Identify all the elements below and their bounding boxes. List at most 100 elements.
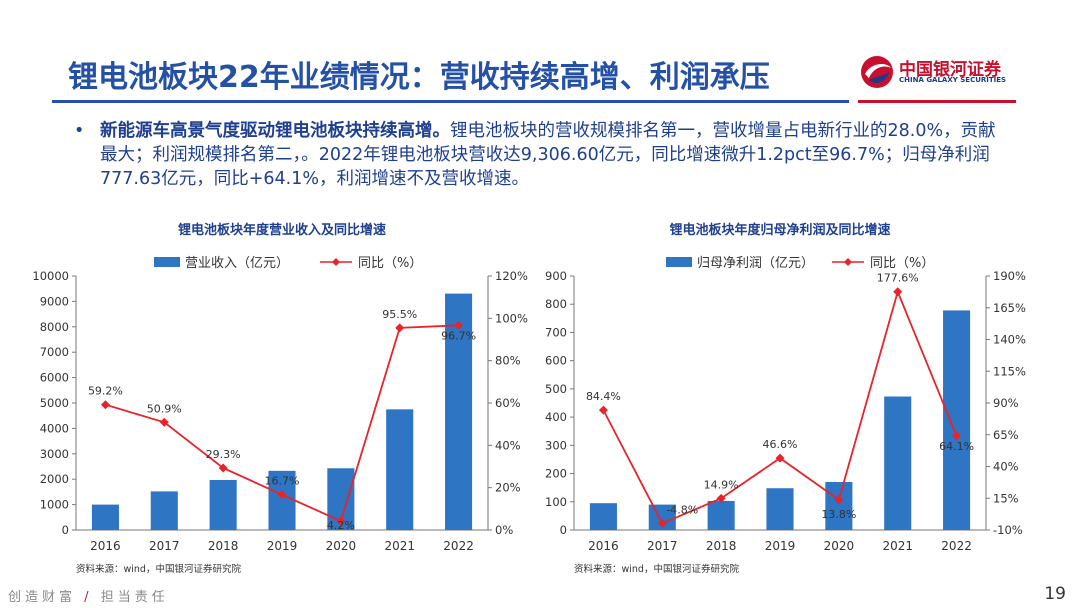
y-tick-label: 7000 — [40, 345, 69, 359]
y-tick-label: 10000 — [32, 269, 69, 283]
yoy-point — [100, 400, 110, 410]
chart-source: 资料来源：wind，中国银河证券研究院 — [76, 563, 241, 575]
y-tick-label: 5000 — [40, 396, 69, 410]
y2-tick-label: 190% — [993, 269, 1026, 283]
yoy-data-label: 46.6% — [763, 438, 798, 451]
yoy-point — [657, 518, 667, 528]
bar — [766, 488, 794, 530]
legend-line-marker — [332, 258, 340, 266]
bar — [943, 310, 971, 530]
footer-slash: / — [84, 590, 93, 605]
yoy-data-label: 64.1% — [939, 440, 974, 453]
x-tick-label: 2018 — [208, 539, 239, 553]
y2-tick-label: 40% — [993, 460, 1019, 474]
x-tick-label: 2018 — [706, 539, 737, 553]
x-tick-label: 2019 — [765, 539, 796, 553]
bar — [91, 504, 119, 530]
bullet-marker: • — [74, 121, 85, 141]
footer-slogan-2: 担当责任 — [100, 590, 169, 605]
bar — [884, 396, 912, 530]
y-tick-label: 900 — [545, 269, 567, 283]
yoy-point — [336, 516, 346, 526]
x-tick-label: 2016 — [90, 539, 121, 553]
yoy-data-label: 84.4% — [586, 390, 621, 403]
y-tick-label: 0 — [560, 523, 567, 537]
y-tick-label: 800 — [545, 297, 567, 311]
yoy-point — [952, 431, 962, 441]
x-tick-label: 2016 — [588, 539, 619, 553]
legend-line-label: 同比（%） — [870, 256, 934, 271]
summary-body: 锂电池板块的营收规模排名第一，营收增量占电新行业的28.0%，贡献最大；利润规模… — [100, 121, 996, 189]
y-tick-label: 400 — [545, 410, 567, 424]
legend-bar-swatch — [154, 257, 180, 267]
y-tick-label: 100 — [545, 495, 567, 509]
chart-title: 锂电池板块年度归母净利润及同比增速 — [669, 222, 890, 238]
x-tick-label: 2019 — [267, 539, 298, 553]
page-title: 锂电池板块22年业绩情况：营收持续高增、利润承压 — [68, 60, 770, 95]
y2-tick-label: 65% — [993, 428, 1019, 442]
y-tick-label: 4000 — [40, 421, 69, 435]
yoy-point — [218, 463, 228, 473]
y2-tick-label: 40% — [495, 438, 521, 452]
brand-logo: 中国银河证券 CHINA GALAXY SECURITIES — [857, 52, 1017, 92]
y-tick-label: 6000 — [40, 371, 69, 385]
y2-tick-label: 80% — [495, 354, 521, 368]
bar — [589, 503, 617, 530]
bar — [386, 409, 414, 530]
x-tick-label: 2017 — [647, 539, 678, 553]
y-tick-label: 700 — [545, 325, 567, 339]
yoy-point — [454, 320, 464, 330]
bar — [825, 482, 853, 530]
yoy-point — [159, 417, 169, 427]
chart-title: 锂电池板块年度营业收入及同比增速 — [178, 222, 386, 238]
bar — [268, 470, 296, 530]
y-tick-label: 500 — [545, 382, 567, 396]
legend-line-marker — [844, 258, 852, 266]
logo-text-en: CHINA GALAXY SECURITIES — [899, 76, 1007, 84]
x-tick-label: 2020 — [824, 539, 855, 553]
logo-text-cn: 中国银河证券 — [899, 60, 1001, 80]
summary-bold: 新能源车高景气度驱动锂电池板块持续高增。 — [100, 121, 450, 141]
title-underline — [52, 100, 849, 103]
y2-tick-label: 90% — [993, 396, 1019, 410]
y-tick-label: 1000 — [40, 498, 69, 512]
x-tick-label: 2021 — [882, 539, 913, 553]
y2-tick-label: -10% — [993, 523, 1023, 537]
y-tick-label: 3000 — [40, 447, 69, 461]
y-tick-label: 300 — [545, 438, 567, 452]
legend-bar-label: 营业收入（亿元） — [185, 256, 289, 271]
yoy-point — [716, 493, 726, 503]
legend-bar-label: 归母净利润（亿元） — [697, 256, 814, 271]
y2-tick-label: 100% — [495, 311, 528, 325]
y-tick-label: 200 — [545, 467, 567, 481]
summary-text: 新能源车高景气度驱动锂电池板块持续高增。锂电池板块的营收规模排名第一，营收增量占… — [100, 119, 1010, 191]
y2-tick-label: 115% — [993, 364, 1026, 378]
y-tick-label: 8000 — [40, 320, 69, 334]
bar — [209, 479, 237, 530]
bar — [445, 293, 473, 530]
y2-tick-label: 20% — [495, 481, 521, 495]
x-tick-label: 2022 — [941, 539, 972, 553]
yoy-point — [834, 495, 844, 505]
bar — [707, 500, 735, 530]
yoy-point — [277, 490, 287, 500]
y2-tick-label: 0% — [495, 523, 513, 537]
yoy-data-label: 13.8% — [821, 508, 856, 521]
yoy-point — [893, 287, 903, 297]
y2-tick-label: 140% — [993, 333, 1026, 347]
x-tick-label: 2022 — [443, 539, 474, 553]
page-number: 19 — [1044, 584, 1066, 604]
yoy-data-label: 14.9% — [704, 478, 739, 491]
y2-tick-label: 15% — [993, 491, 1019, 505]
legend-line-label: 同比（%） — [358, 256, 422, 271]
yoy-data-label: 16.7% — [265, 475, 300, 488]
y-tick-label: 0 — [62, 523, 69, 537]
yoy-point — [395, 323, 405, 333]
yoy-data-label: 59.2% — [88, 385, 123, 398]
yoy-data-label: 96.7% — [441, 329, 476, 342]
footer-slogan: 创造财富 / 担当责任 — [8, 586, 169, 605]
footer-slogan-1: 创造财富 — [8, 590, 77, 605]
yoy-data-label: 4.2% — [327, 519, 355, 532]
